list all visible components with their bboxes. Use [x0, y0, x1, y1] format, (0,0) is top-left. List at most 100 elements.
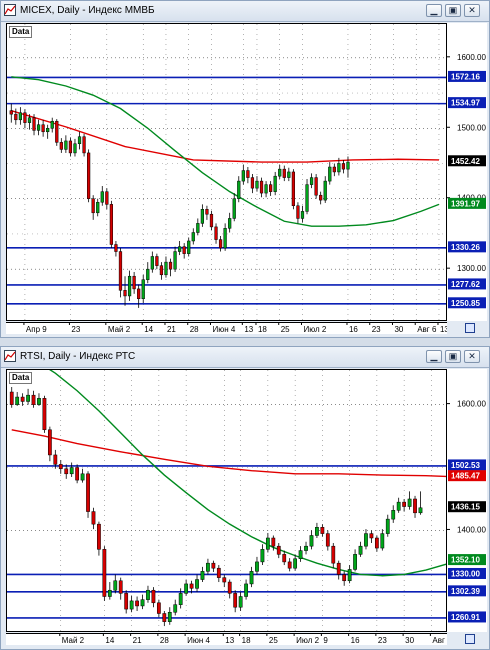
level-price-label: 1572.16 [451, 72, 480, 81]
indicator-price-label: 1485.47 [451, 472, 480, 481]
candle-down [58, 459, 63, 474]
minimize-button[interactable]: ▁ [426, 350, 442, 363]
candle-body [336, 562, 341, 575]
candle-body [191, 232, 195, 242]
candle-body [309, 177, 314, 185]
candle-down [282, 165, 286, 182]
x-tick-label: 18 [258, 325, 267, 334]
candle-down [23, 109, 27, 129]
candle-down [9, 103, 13, 123]
candle-body [227, 581, 232, 594]
grid [7, 370, 446, 631]
minimize-button[interactable]: ▁ [426, 4, 442, 17]
candle-down [86, 471, 90, 518]
micex-chart-window[interactable]: MICEX, Daily - Индекс ММВБ ▁ ▣ ✕ Data 13… [0, 0, 490, 338]
candle-body [96, 201, 100, 214]
candle-up [113, 574, 118, 594]
candle-up [346, 156, 350, 178]
candle-up [309, 173, 314, 189]
micex-date-axis[interactable]: Апр 9 23 Май 2 14 21 28 Июн 4 13 18 25 Июл 2 16 23 30… [6, 322, 449, 334]
scroll-to-end-icon[interactable] [465, 634, 475, 644]
candle-down [269, 181, 273, 196]
candle-body [206, 562, 210, 572]
rtsi-chart-window[interactable]: RTSI, Daily - Индекс РТС ▁ ▣ ✕ Data 1400… [0, 346, 490, 650]
candle-body [195, 579, 199, 589]
candle-down [374, 535, 379, 552]
candle-body [315, 527, 319, 536]
candle-up [353, 549, 357, 572]
y-tick-label: 1600.00 [457, 400, 486, 409]
scroll-to-end-icon[interactable] [465, 323, 475, 333]
candle-body [36, 124, 41, 131]
candle-body [341, 163, 346, 170]
candle-body [402, 501, 407, 507]
candle-body [156, 602, 161, 614]
maximize-button[interactable]: ▣ [445, 4, 461, 17]
candle-body [91, 511, 96, 525]
candle-down [341, 159, 346, 174]
micex-price-axis[interactable]: 1300.001400.001500.001600.001572.161534.… [447, 23, 487, 321]
candle-body [15, 396, 20, 405]
candle-up [260, 544, 265, 566]
candle-body [23, 112, 27, 123]
rtsi-titlebar[interactable]: RTSI, Daily - Индекс РТС ▁ ▣ ✕ [1, 347, 489, 368]
close-button[interactable]: ✕ [464, 4, 480, 17]
candle-body [167, 611, 172, 622]
candle-body [53, 454, 58, 465]
candle-up [37, 393, 41, 406]
candle-body [150, 256, 154, 270]
candle-body [82, 136, 86, 154]
x-tick-label: 13 [244, 325, 253, 334]
candle-up [396, 497, 401, 513]
candle-down [118, 248, 123, 298]
indicator-price-label: 1352.10 [451, 556, 480, 565]
candle-up [77, 131, 82, 150]
candle-up [146, 262, 150, 284]
candle-up [309, 530, 314, 550]
candle-down [246, 167, 250, 184]
level-price-label-bg [448, 97, 486, 109]
x-tick-label: Авг 6 [417, 325, 437, 334]
candle-body [319, 194, 323, 201]
candle-down [413, 495, 417, 518]
maximize-button[interactable]: ▣ [445, 350, 461, 363]
candle-body [342, 574, 347, 582]
candle-body [69, 467, 74, 475]
candle-down [59, 138, 63, 153]
candle-up [264, 181, 268, 198]
candle-body [182, 246, 186, 254]
candle-down [47, 426, 52, 462]
candle-down [276, 543, 281, 559]
x-tick-label: Авг 6 [432, 636, 447, 645]
candle-body [64, 140, 68, 150]
level-price-label-bg [448, 241, 486, 253]
candle-body [418, 507, 423, 514]
candle-down [296, 202, 300, 224]
x-tick-label: Май 2 [108, 325, 131, 334]
candle-down [402, 498, 407, 512]
candle-down [132, 271, 136, 294]
y-tick-label: 1600.00 [457, 53, 486, 62]
level-price-label: 1502.53 [451, 461, 480, 470]
rtsi-price-plot[interactable]: Data [6, 369, 447, 632]
rtsi-price-axis[interactable]: 1400.00 1600.00 1502.53 1330.00 1302.39 1260.… [447, 369, 487, 632]
candle-up [206, 558, 210, 575]
candle-up [15, 392, 20, 406]
candle-body [18, 112, 22, 121]
candle-body [118, 580, 123, 594]
micex-price-plot[interactable]: Data [6, 23, 447, 321]
last-price-label: 1452.42 [451, 157, 480, 166]
candle-down [102, 546, 107, 601]
candle-body [20, 396, 25, 402]
moving-average-green [49, 370, 446, 577]
candle-up [385, 514, 390, 537]
x-tick-label: 18 [242, 636, 251, 645]
x-tick-label: 25 [281, 325, 290, 334]
candle-body [209, 213, 214, 228]
candle-up [127, 270, 132, 301]
micex-titlebar[interactable]: MICEX, Daily - Индекс ММВБ ▁ ▣ ✕ [1, 1, 489, 22]
chart-icon [4, 4, 16, 16]
close-button[interactable]: ✕ [464, 350, 480, 363]
candle-up [173, 599, 178, 616]
